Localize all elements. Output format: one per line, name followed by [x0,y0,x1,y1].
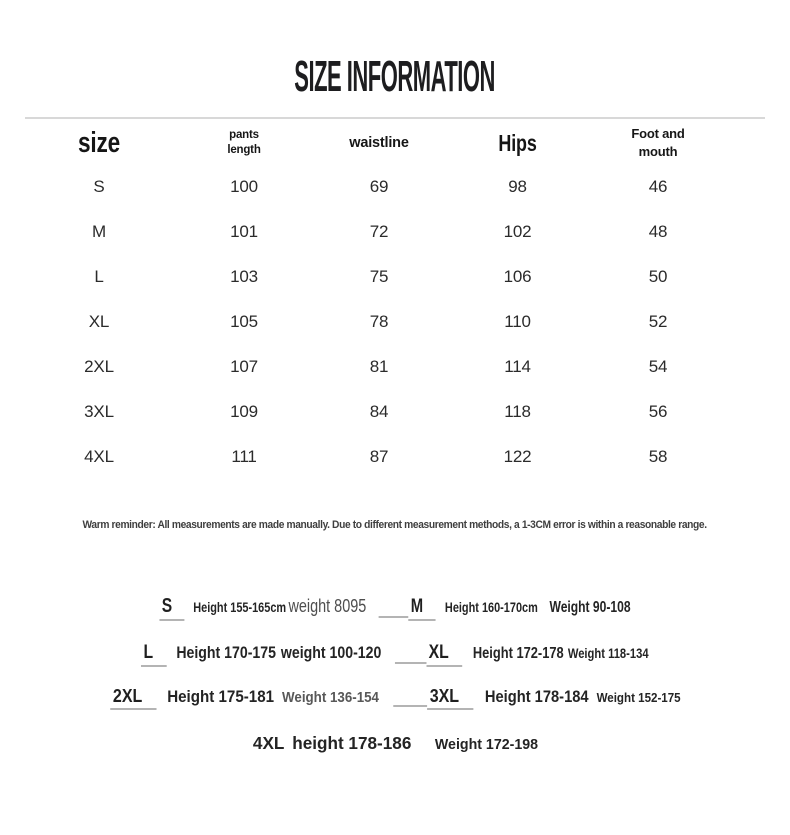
table-cell: 54 [648,356,668,376]
warm-reminder-text: Warm reminder: All measurements are made… [82,519,708,531]
table-cell: 72 [369,221,389,241]
dash-line [392,704,427,707]
table-cell: 106 [503,266,532,286]
size-cell: 3XL [84,401,114,421]
column-header-size: size [20,122,178,164]
fit-guide-row: L Height 170-175 weight 100-120 XL Heigh… [0,643,790,669]
table-cell: 101 [230,221,258,241]
fit-weight-text: weight 100-120 [281,643,382,662]
fit-guide-row-content: L Height 170-175 weight 100-120 XL Heigh… [141,643,649,667]
column-header-waistline: waistline [349,135,409,151]
column-header-foot-and-mouth: Foot and mouth [631,125,685,159]
column-header-hips: Hips [448,122,587,164]
fit-weight-text: Weight 172-198 [434,737,538,753]
fit-height-text: Height 178-184 [484,688,589,706]
fit-guide-row-content: S Height 155-165cm weight 8095 M Height … [159,595,631,621]
fit-size-label: 3XL [426,687,473,710]
fit-weight-text: Weight 136-154 [281,689,379,706]
table-cell: 50 [648,266,668,286]
fit-size-label: 2XL [109,687,157,710]
fit-height-text: Height 172-178 [473,645,564,662]
column-header-size-text: size [77,126,121,159]
fit-size-label: M [408,597,436,621]
size-cell: XL [88,311,110,331]
size-cell: M [92,221,106,241]
table-cell: 48 [648,221,668,241]
table-cell: 52 [648,311,668,331]
fit-size-label: L [141,643,167,667]
column-header-hips-text: Hips [498,129,537,156]
page-title-text: SIZE INFORMATION [294,52,496,101]
title-divider [25,117,765,119]
table-cell: 105 [230,311,258,331]
table-cell: 110 [504,311,531,331]
table-cell: 46 [648,176,668,196]
fit-height-text: Height 170-175 [176,643,277,662]
table-cell: 84 [369,401,389,421]
fit-weight-text: Weight 152-175 [596,690,681,705]
table-cell: 81 [369,356,389,376]
table-cell: 102 [503,221,532,241]
size-cell: 4XL [84,446,114,466]
table-cell: 56 [648,401,668,421]
table-cell: 69 [369,176,389,196]
fit-height-text: Height 160-170cm [444,599,538,615]
table-cell: 107 [230,356,258,376]
fit-size-label: S [159,596,185,621]
table-cell: 111 [231,446,257,466]
fit-weight-text: weight 8095 [288,595,367,616]
fit-height-text: height 178-186 [291,733,411,753]
table-cell: 109 [230,401,258,421]
size-cell: 2XL [84,356,114,376]
fit-height-text: Height 175-181 [166,687,274,706]
table-cell: 100 [230,176,258,196]
size-table: size pants length waistline Hips Foot an… [20,122,729,479]
size-cell: L [94,266,104,286]
fit-weight-text: Weight 118-134 [568,646,649,661]
dash-line [394,661,427,664]
table-cell: 98 [508,176,527,196]
table-cell: 122 [503,446,532,466]
table-cell: 103 [230,266,258,286]
fit-size-label: XL [426,643,463,667]
fit-guide-row: 4XL height 178-186 Weight 172-198 [0,733,790,759]
table-cell: 75 [369,266,389,286]
fit-weight-text: Weight 90-108 [549,599,631,616]
table-cell: 114 [504,356,531,376]
fit-guide-row: S Height 155-165cm weight 8095 M Height … [0,595,790,621]
fit-guide-row-content: 2XL Height 175-181 Weight 136-154 3XL He… [109,687,681,710]
dash-line [378,616,409,618]
table-cell: 78 [369,311,389,331]
page-title: SIZE INFORMATION [0,55,790,99]
table-cell: 58 [648,446,668,466]
warm-reminder: Warm reminder: All measurements are made… [0,517,790,533]
fit-size-label: 4XL [252,733,284,753]
size-cell: S [93,176,105,196]
column-header-pants-length: pants length [227,129,261,156]
table-cell: 118 [504,401,531,421]
fit-guide-row: 2XL Height 175-181 Weight 136-154 3XL He… [0,687,790,713]
fit-height-text: Height 155-165cm [193,599,287,615]
table-cell: 87 [369,446,389,466]
fit-guide-row-content: 4XL height 178-186 Weight 172-198 [252,733,537,754]
